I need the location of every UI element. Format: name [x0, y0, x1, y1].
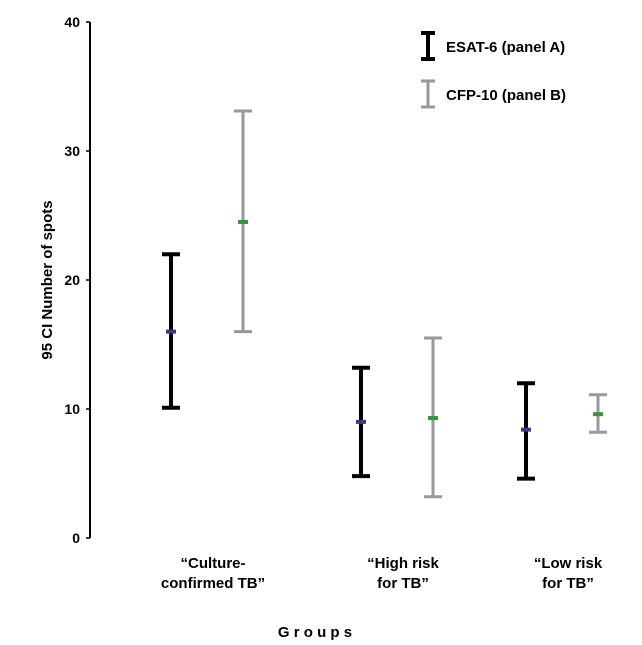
error-bar: [589, 393, 607, 434]
mean-marker: [521, 427, 531, 432]
legend-entry: CFP-10 (panel B): [421, 79, 566, 109]
error-bar: [424, 336, 442, 499]
error-bar: [162, 252, 180, 410]
error-bar: [352, 365, 370, 479]
mean-marker: [166, 329, 176, 334]
y-tick-label: 10: [64, 401, 80, 417]
legend-label: ESAT-6 (panel A): [446, 39, 565, 56]
y-tick-label: 0: [72, 530, 80, 546]
mean-marker: [356, 419, 366, 424]
y-tick-label: 40: [64, 14, 80, 30]
x-axis-title: G r o u p s: [278, 624, 352, 641]
error-bar: [517, 381, 535, 481]
mean-marker: [593, 412, 603, 417]
category-label: “High risk for TB”: [367, 555, 439, 592]
category-labels: “Culture-confirmed TB” “High risk for TB” “…: [161, 555, 603, 592]
mean-marker: [238, 219, 248, 224]
category-label: “Culture-confirmed TB”: [161, 555, 265, 592]
legend: ESAT-6 (panel A) CFP-10 (panel B): [421, 31, 566, 109]
y-tick-label: 20: [64, 272, 80, 288]
legend-label: CFP-10 (panel B): [446, 87, 566, 104]
y-axis-title: 95 CI Number of spots: [39, 200, 56, 359]
y-tick-label: 30: [64, 143, 80, 159]
error-bars: [162, 109, 607, 499]
legend-entry: ESAT-6 (panel A): [421, 31, 565, 61]
y-ticks: 0 10 20 30 40: [64, 14, 90, 546]
mean-marker: [428, 416, 438, 421]
category-label: “Low risk for TB”: [534, 555, 603, 592]
error-bar: [234, 109, 252, 334]
